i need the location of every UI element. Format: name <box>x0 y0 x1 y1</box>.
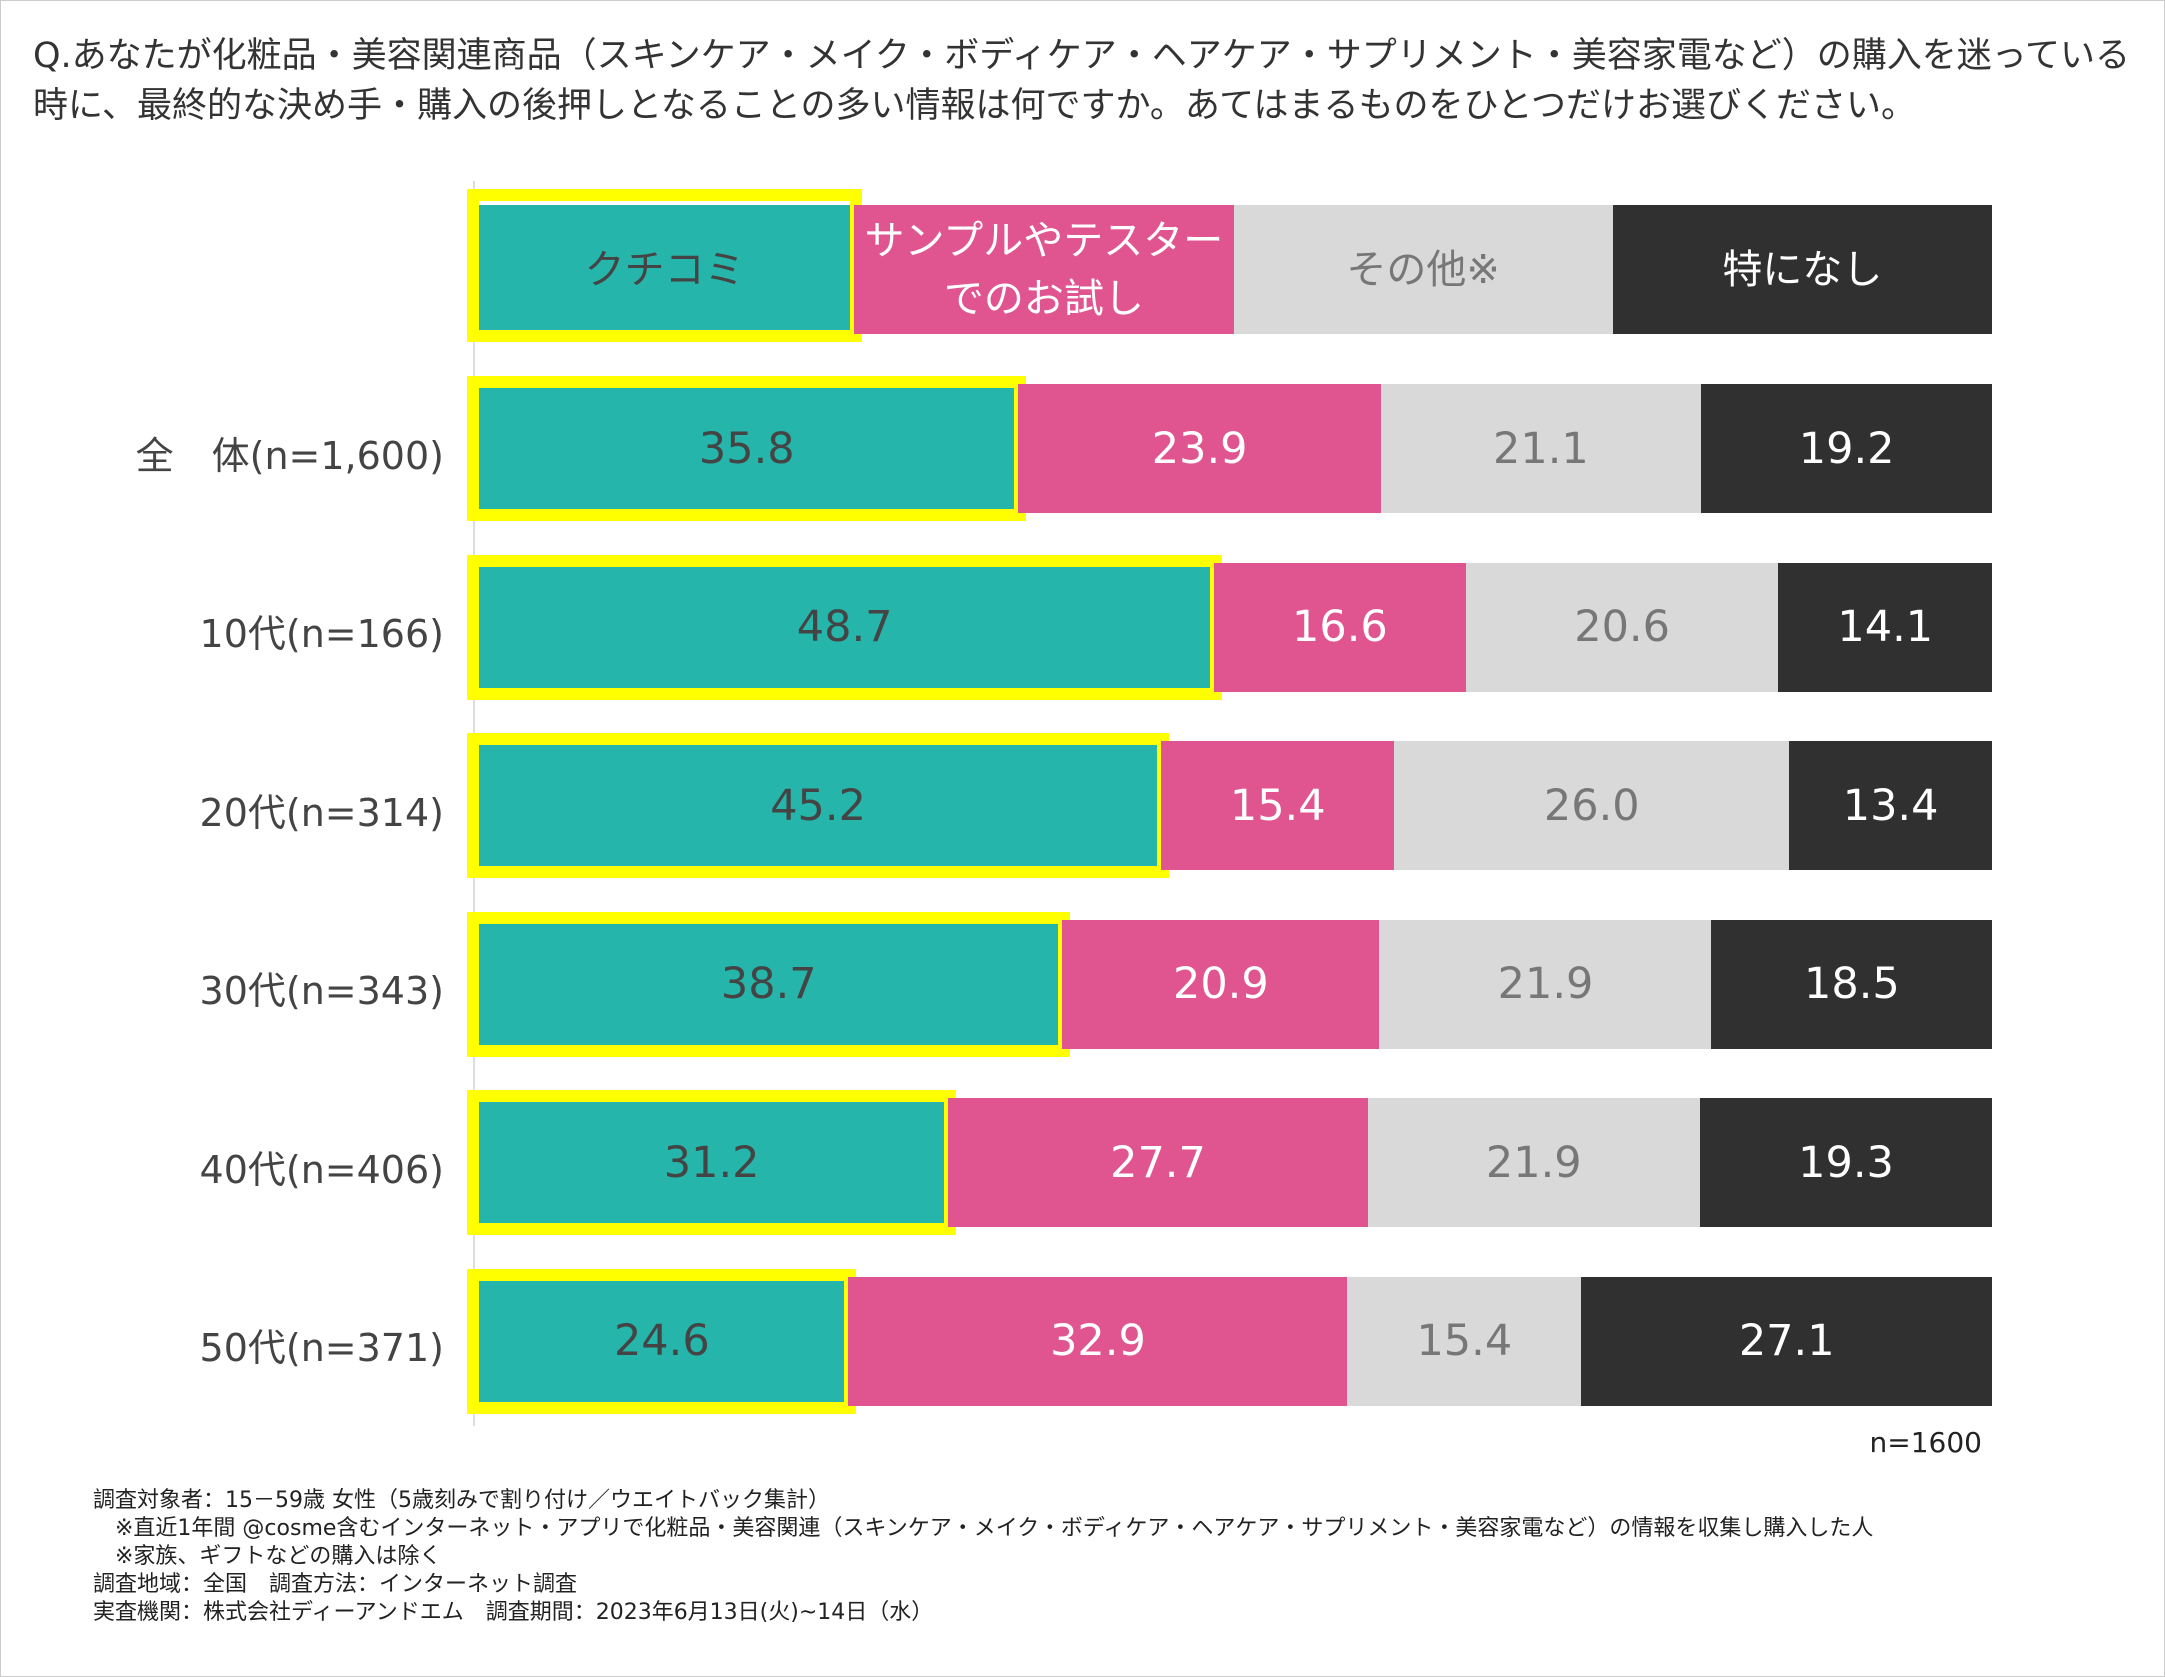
bar-highlight-box <box>467 1268 857 1414</box>
bar-segment: 27.1 <box>1580 1276 1993 1406</box>
question-title: Q.あなたが化粧品・美容関連商品（スキンケア・メイク・ボディケア・ヘアケア・サプ… <box>33 36 2131 126</box>
footnote: 調査対象者：15－59歳 女性（5歳刻みで割り付け／ウエイトバック集計） <box>93 1488 830 1513</box>
bar-segment: 21.1 <box>1380 384 1702 513</box>
bar-segment: 48.7 <box>475 562 1215 692</box>
bar-highlight-box <box>467 1090 956 1235</box>
bar-segment: 27.7 <box>947 1098 1369 1227</box>
bar-segment: 19.3 <box>1699 1098 1993 1227</box>
sample-size-note: n=1600 <box>1869 1426 1982 1459</box>
legend-item: その他※ <box>1233 205 1613 334</box>
bar-segment: 45.2 <box>475 741 1162 870</box>
bar-segment: 38.7 <box>475 919 1063 1049</box>
legend-label: その他※ <box>1346 246 1500 293</box>
bar-segment: 15.4 <box>1160 741 1395 870</box>
bar-highlight-box <box>467 554 1222 700</box>
footnote: ※直近1年間 @cosme含むインターネット・アプリで化粧品・美容関連（スキンケ… <box>93 1516 1874 1541</box>
legend-highlight-box <box>467 189 863 342</box>
bar-segment: 20.9 <box>1062 919 1380 1049</box>
bar-segment: 13.4 <box>1788 741 1993 870</box>
bar-segment: 21.9 <box>1367 1098 1700 1227</box>
bar-segment: 26.0 <box>1394 741 1790 870</box>
bar-segment: 18.5 <box>1711 919 1993 1049</box>
bar-segment: 16.6 <box>1213 562 1467 692</box>
legend-item: クチコミ <box>475 205 855 334</box>
legend-item: サンプルやテスター でのお試し <box>854 205 1234 334</box>
row-label: 全 体(n=1,600) <box>135 433 444 478</box>
row-label: 20代(n=314) <box>199 790 444 835</box>
bar-segment: 14.1 <box>1778 562 1993 692</box>
row-label: 30代(n=343) <box>199 969 444 1013</box>
footnote: ※家族、ギフトなどの購入は除く <box>93 1544 442 1569</box>
bar-segment: 20.6 <box>1465 562 1779 692</box>
legend-label: でのお試し <box>943 275 1144 322</box>
bar-segment: 31.2 <box>475 1098 949 1227</box>
legend-label: クチコミ <box>584 246 745 293</box>
row-label: 10代(n=166) <box>199 612 444 656</box>
legend-item: 特になし <box>1612 205 1992 334</box>
bar-segment: 15.4 <box>1347 1276 1582 1406</box>
legend-label: サンプルやテスター <box>864 217 1224 264</box>
bar-segment: 19.2 <box>1700 384 1993 513</box>
bar-segment: 35.8 <box>475 384 1019 513</box>
footnote: 実査機関：株式会社ディーアンドエム 調査期間：2023年6月13日(火)~14日… <box>93 1600 934 1625</box>
row-label: 50代(n=371) <box>199 1326 444 1370</box>
bar-segment: 21.9 <box>1379 919 1712 1049</box>
row-label: 40代(n=406) <box>199 1147 444 1192</box>
bar-highlight-box <box>467 376 1027 521</box>
legend-label: 特になし <box>1722 246 1883 293</box>
bar-highlight-box <box>467 911 1071 1057</box>
bar-segment: 23.9 <box>1018 384 1382 513</box>
bar-segment: 24.6 <box>475 1276 849 1406</box>
footnote: 調査地域：全国 調査方法：インターネット調査 <box>93 1572 578 1597</box>
footnotes: 調査対象者：15－59歳 女性（5歳刻みで割り付け／ウエイトバック集計） ※直近… <box>93 1487 1873 1627</box>
bar-segment: 32.9 <box>848 1276 1348 1406</box>
bar-highlight-box <box>467 733 1169 878</box>
